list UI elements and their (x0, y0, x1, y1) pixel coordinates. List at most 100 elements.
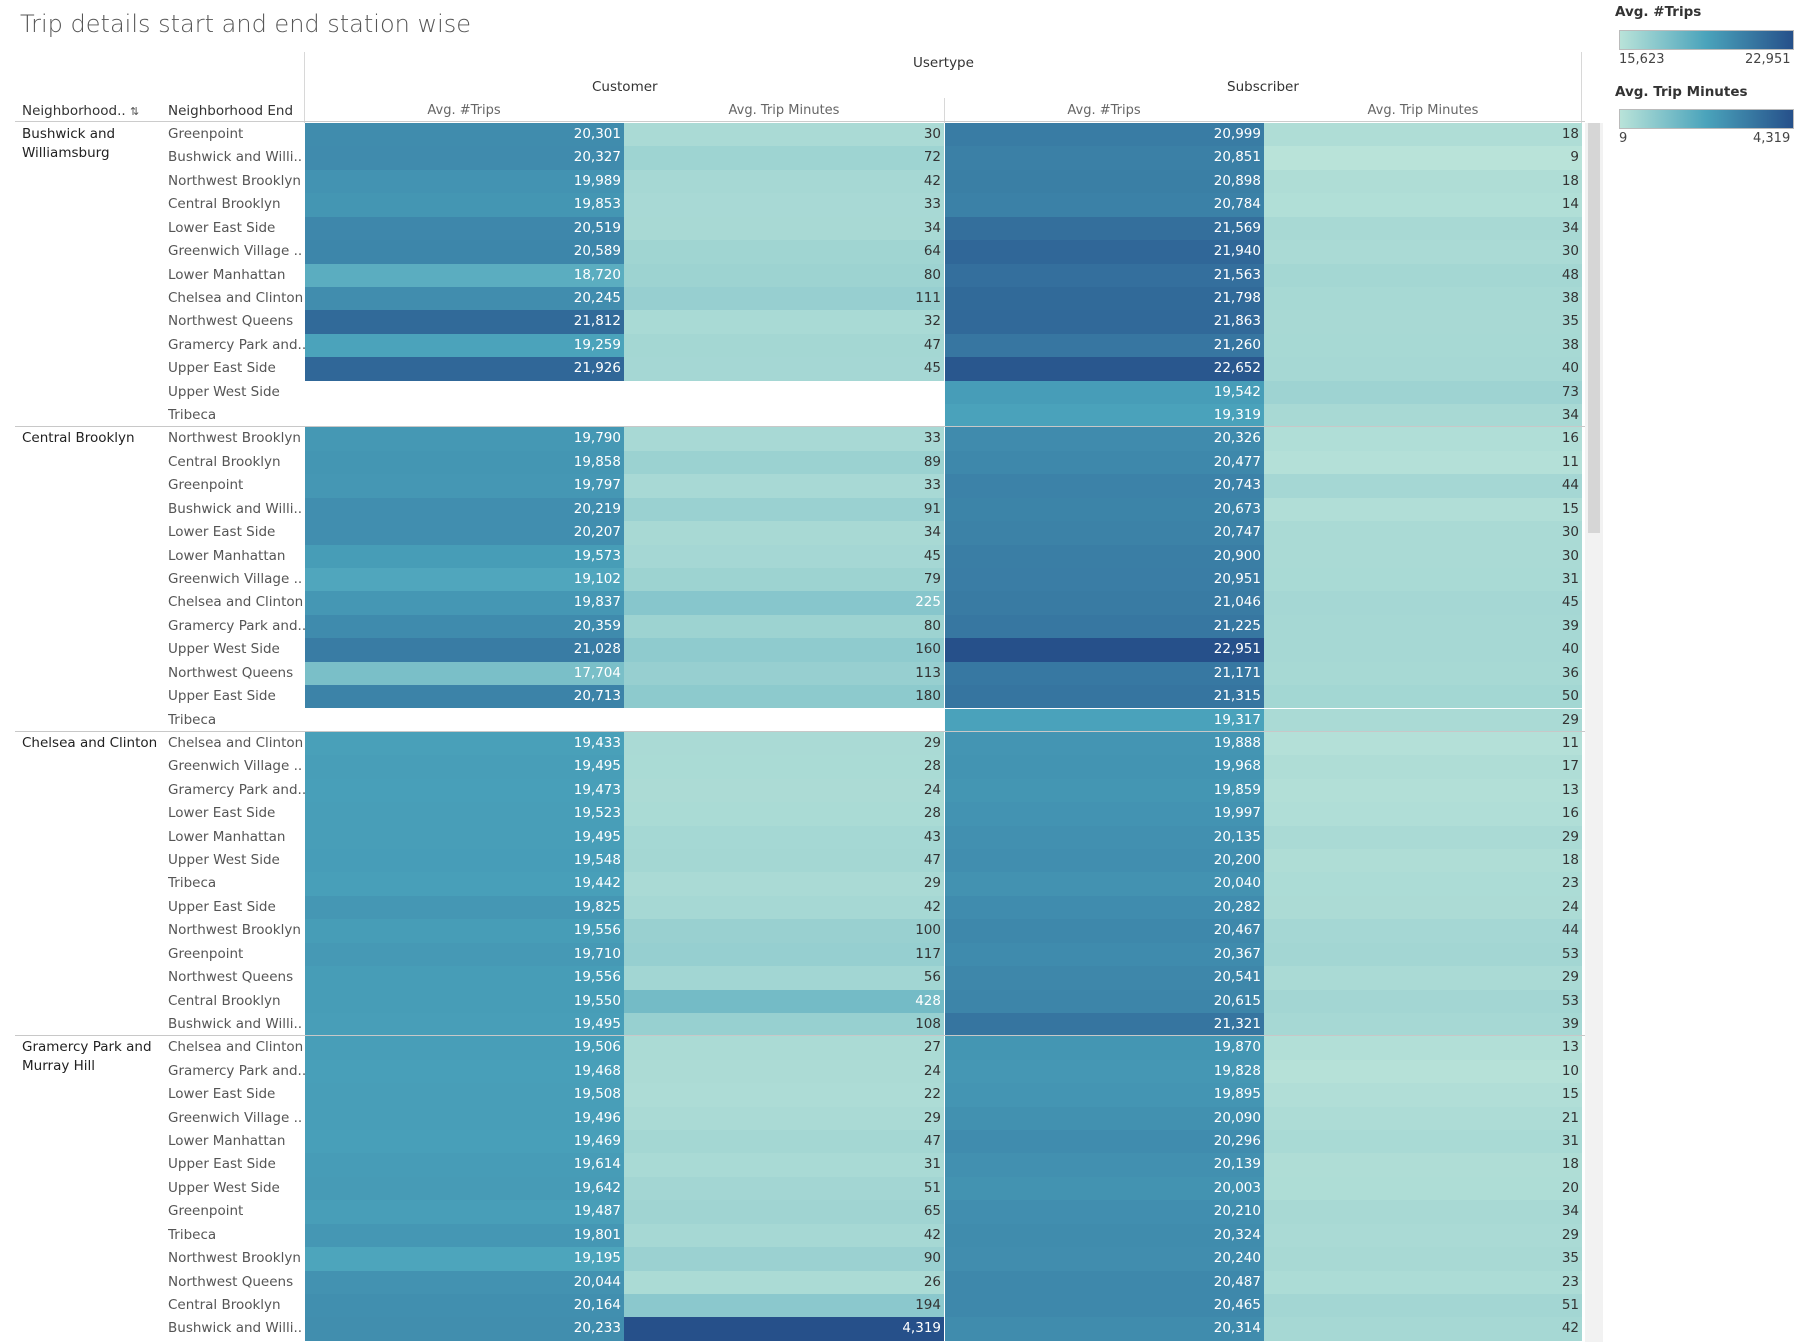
customer-avg-trips-cell[interactable]: 19,801 (305, 1223, 624, 1248)
customer-avg-trips-cell[interactable]: 20,713 (305, 685, 624, 709)
subscriber-avg-minutes-cell[interactable]: 39 (1264, 1012, 1582, 1037)
customer-avg-trips-cell[interactable]: 20,207 (305, 521, 624, 545)
customer-avg-trips-cell[interactable]: 19,469 (305, 1130, 624, 1154)
subscriber-header[interactable]: Subscriber (1227, 79, 1299, 95)
subscriber-avg-minutes-cell[interactable]: 24 (1264, 895, 1582, 920)
scrollbar-thumb[interactable] (1588, 123, 1600, 533)
subscriber-avg-trips-cell[interactable]: 20,282 (945, 895, 1264, 920)
neighborhood-start-label[interactable]: Central Brooklyn (22, 430, 135, 447)
subscriber-avg-minutes-cell[interactable]: 34 (1264, 1200, 1582, 1224)
subscriber-avg-minutes-cell[interactable]: 40 (1264, 357, 1582, 381)
subscriber-avg-trips-cell[interactable]: 19,317 (945, 708, 1264, 732)
customer-avg-trips-cell[interactable]: 19,556 (305, 919, 624, 943)
subscriber-avg-minutes-cell[interactable]: 31 (1264, 1130, 1582, 1154)
customer-avg-trips-cell[interactable]: 19,102 (305, 567, 624, 592)
subscriber-avg-minutes-cell[interactable]: 29 (1264, 966, 1582, 990)
customer-avg-trips-cell[interactable]: 19,473 (305, 778, 624, 803)
neighborhood-end-label[interactable]: Upper West Side (168, 383, 280, 400)
subscriber-avg-trips-cell[interactable]: 19,542 (945, 380, 1264, 405)
customer-avg-minutes-cell[interactable]: 24 (624, 778, 944, 803)
customer-avg-trips-cell[interactable]: 19,550 (305, 989, 624, 1013)
neighborhood-end-label[interactable]: Bushwick and Willi.. (168, 1320, 303, 1337)
subscriber-avg-minutes-cell[interactable]: 13 (1264, 778, 1582, 803)
subscriber-avg-minutes-cell[interactable]: 29 (1264, 1223, 1582, 1248)
subscriber-avg-trips-cell[interactable]: 19,888 (945, 731, 1264, 756)
neighborhood-end-label[interactable]: Upper West Side (168, 852, 280, 869)
customer-avg-trips-cell[interactable]: 19,853 (305, 193, 624, 217)
neighborhood-end-label[interactable]: Lower East Side (168, 219, 276, 236)
customer-avg-minutes-cell[interactable]: 24 (624, 1059, 944, 1084)
customer-avg-trips-cell[interactable]: 19,837 (305, 591, 624, 615)
subscriber-avg-minutes-cell[interactable]: 53 (1264, 942, 1582, 967)
customer-avg-minutes-cell[interactable]: 29 (624, 731, 944, 756)
subscriber-avg-trips-cell[interactable]: 21,940 (945, 240, 1264, 264)
neighborhood-end-label[interactable]: Northwest Brooklyn (168, 430, 301, 447)
customer-avg-trips-cell[interactable]: 19,710 (305, 942, 624, 967)
subscriber-avg-minutes-cell[interactable]: 16 (1264, 802, 1582, 826)
neighborhood-start-label[interactable]: Gramercy Park and Murray Hill (22, 1039, 152, 1075)
customer-avg-trips-cell[interactable]: 20,245 (305, 286, 624, 311)
neighborhood-end-label[interactable]: Greenpoint (168, 1203, 244, 1220)
subscriber-avg-minutes-cell[interactable]: 36 (1264, 661, 1582, 686)
customer-avg-trips-cell[interactable]: 20,164 (305, 1294, 624, 1318)
customer-avg-trips-cell[interactable]: 20,519 (305, 216, 624, 241)
neighborhood-end-label[interactable]: Upper East Side (168, 360, 276, 377)
neighborhood-end-label[interactable]: Upper East Side (168, 898, 276, 915)
neighborhood-end-label[interactable]: Lower East Side (168, 524, 276, 541)
subscriber-avg-trips-cell[interactable]: 20,240 (945, 1247, 1264, 1271)
neighborhood-end-label[interactable]: Gramercy Park and.. (168, 781, 306, 798)
customer-avg-minutes-cell[interactable]: 42 (624, 169, 944, 194)
neighborhood-end-label[interactable]: Upper West Side (168, 641, 280, 658)
subscriber-avg-trips-cell[interactable]: 20,541 (945, 966, 1264, 990)
subscriber-avg-minutes-cell[interactable]: 38 (1264, 333, 1582, 358)
subscriber-avg-trips-cell[interactable]: 20,314 (945, 1317, 1264, 1341)
customer-avg-minutes-cell[interactable]: 108 (624, 1012, 944, 1037)
subscriber-avg-trips-cell[interactable]: 19,859 (945, 778, 1264, 803)
neighborhood-end-label[interactable]: Northwest Brooklyn (168, 1250, 301, 1267)
subscriber-avg-trips-cell[interactable]: 21,171 (945, 661, 1264, 686)
subscriber-avg-minutes-cell[interactable]: 39 (1264, 614, 1582, 639)
subscriber-avg-minutes-cell[interactable]: 15 (1264, 1083, 1582, 1107)
subscriber-avg-minutes-cell[interactable]: 18 (1264, 169, 1582, 194)
neighborhood-end-label[interactable]: Central Brooklyn (168, 196, 281, 213)
subscriber-avg-minutes-cell[interactable]: 44 (1264, 474, 1582, 498)
subscriber-avg-minutes-cell[interactable]: 13 (1264, 1036, 1582, 1060)
subscriber-avg-trips-cell[interactable]: 20,851 (945, 146, 1264, 170)
subscriber-avg-minutes-cell[interactable]: 50 (1264, 685, 1582, 709)
subscriber-avg-trips-cell[interactable]: 20,951 (945, 567, 1264, 592)
customer-avg-minutes-cell[interactable]: 47 (624, 1130, 944, 1154)
subscriber-avg-trips-cell[interactable]: 20,003 (945, 1176, 1264, 1201)
customer-avg-trips-cell[interactable]: 19,433 (305, 731, 624, 756)
customer-avg-minutes-cell[interactable]: 111 (624, 286, 944, 311)
neighborhood-end-label[interactable]: Bushwick and Willi.. (168, 149, 303, 166)
subscriber-avg-minutes-cell[interactable]: 20 (1264, 1176, 1582, 1201)
subscriber-avg-trips-cell[interactable]: 20,477 (945, 450, 1264, 475)
neighborhood-end-label[interactable]: Northwest Queens (168, 313, 294, 330)
customer-avg-minutes-cell[interactable]: 160 (624, 638, 944, 662)
neighborhood-end-label[interactable]: Greenwich Village .. (168, 570, 303, 587)
neighborhood-end-label[interactable]: Greenpoint (168, 945, 244, 962)
subscriber-avg-minutes-cell[interactable]: 18 (1264, 1153, 1582, 1177)
subscriber-avg-minutes-cell[interactable]: 31 (1264, 567, 1582, 592)
customer-avg-minutes-cell[interactable]: 91 (624, 497, 944, 522)
subscriber-avg-minutes-cell[interactable]: 23 (1264, 872, 1582, 896)
subscriber-avg-trips-cell[interactable]: 20,467 (945, 919, 1264, 943)
customer-avg-minutes-cell[interactable]: 428 (624, 989, 944, 1013)
customer-avg-minutes-cell[interactable]: 89 (624, 450, 944, 475)
subscriber-avg-trips-cell[interactable]: 20,135 (945, 825, 1264, 849)
customer-avg-trips-cell[interactable]: 19,523 (305, 802, 624, 826)
customer-avg-trips-cell[interactable]: 19,495 (305, 1012, 624, 1037)
subscriber-avg-minutes-cell[interactable]: 18 (1264, 849, 1582, 873)
subscriber-avg-minutes-cell[interactable]: 35 (1264, 1247, 1582, 1271)
neighborhood-end-label[interactable]: Upper East Side (168, 688, 276, 705)
neighborhood-end-label[interactable]: Northwest Queens (168, 664, 294, 681)
customer-avg-minutes-cell[interactable]: 33 (624, 193, 944, 217)
subscriber-avg-trips-cell[interactable]: 20,747 (945, 521, 1264, 545)
subscriber-avg-minutes-cell[interactable]: 18 (1264, 123, 1582, 147)
neighborhood-end-label[interactable]: Greenwich Village .. (168, 1109, 303, 1126)
subscriber-avg-minutes-cell[interactable]: 45 (1264, 591, 1582, 615)
subscriber-avg-minutes-cell[interactable]: 38 (1264, 286, 1582, 311)
neighborhood-end-label[interactable]: Central Brooklyn (168, 453, 281, 470)
customer-avg-trips-cell[interactable]: 19,496 (305, 1106, 624, 1131)
subscriber-avg-trips-header[interactable]: Avg. #Trips (1067, 103, 1141, 118)
